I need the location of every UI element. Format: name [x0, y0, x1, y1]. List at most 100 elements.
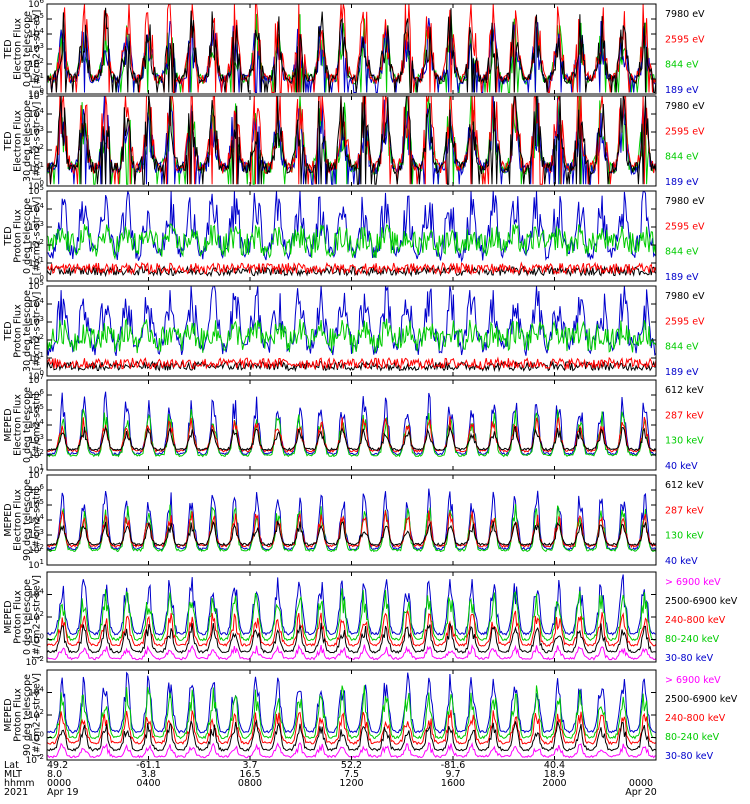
y-tick-label: 102	[28, 448, 44, 461]
y-axis-label: MEPEDProton Flux90 deg telescope[#/cm2-s…	[3, 673, 43, 757]
series-612-kev	[47, 520, 656, 547]
y-tick-label: 103	[28, 528, 44, 541]
y-tick-label: 101	[28, 161, 44, 174]
y-tick-label: 10-2	[26, 753, 44, 766]
series-2595-ev	[47, 4, 656, 93]
y-tick-label: 101	[28, 72, 44, 85]
y-tick-label: 105	[28, 279, 44, 292]
x-col-value: 40.4	[544, 760, 565, 771]
x-col-value: -61.1	[136, 760, 161, 771]
legend-entry: 189 eV	[665, 367, 699, 378]
x-col-value: 3.7	[242, 760, 257, 771]
legend-entry: > 6900 keV	[665, 577, 721, 588]
series-240-800-kev	[47, 709, 656, 746]
y-tick-label: 104	[28, 107, 44, 120]
series-40-kev	[47, 488, 656, 551]
x-col-value: -81.6	[441, 760, 466, 771]
y-tick-label: 100	[28, 731, 44, 744]
x-col-value: 1600	[441, 778, 465, 789]
legend-entry: 844 eV	[665, 247, 699, 258]
panel-2-series	[47, 96, 656, 185]
y-tick-label: 102	[28, 57, 44, 70]
y-tick-label: 102	[28, 543, 44, 556]
y-tick-label: 102	[28, 333, 44, 346]
x-col-value: 16.5	[239, 769, 260, 780]
y-tick-label: 105	[28, 89, 44, 102]
series-30-80-kev	[47, 574, 656, 636]
legend-entry: 287 keV	[665, 410, 704, 421]
x-row-label: 2021	[4, 787, 28, 798]
series-240-800-kev	[47, 610, 656, 647]
legend-entry: 240-800 keV	[665, 713, 726, 724]
y-axis-label: TEDElectron Flux30 deg telescope[#/cm2-s…	[3, 100, 43, 182]
x-col-value: 7.5	[344, 769, 359, 780]
legend-entry: 2595 eV	[665, 34, 705, 45]
legend-entry: 130 keV	[665, 436, 704, 447]
x-col-value: 3.8	[141, 769, 156, 780]
y-tick-label: 103	[28, 42, 44, 55]
x-col-value: 0400	[136, 778, 160, 789]
y-tick-label: 107	[28, 373, 44, 386]
legend-entry: 7980 eV	[665, 196, 705, 207]
legend-entry: 80-240 keV	[665, 634, 720, 645]
x-col-value: 18.9	[544, 769, 565, 780]
y-tick-label: 105	[28, 184, 44, 197]
y-axis-label: TEDProton Flux0 deg telescope[#/cm2-s-st…	[3, 197, 43, 276]
panel-frame	[46, 669, 657, 761]
y-tick-label: 103	[28, 125, 44, 138]
series-7980-ev	[47, 360, 656, 373]
legend-entry: 40 keV	[665, 461, 698, 472]
series-287-kev	[47, 509, 656, 549]
y-tick-label: 100	[28, 369, 44, 382]
legend-entry: 7980 eV	[665, 101, 705, 112]
y-tick-label: 105	[28, 12, 44, 25]
y-tick-label: 105	[28, 403, 44, 416]
legend-entry: 189 eV	[665, 177, 699, 188]
y-tick-label: 105	[28, 498, 44, 511]
y-tick-label: 101	[28, 351, 44, 364]
y-tick-label: 107	[28, 468, 44, 481]
y-tick-label: 103	[28, 315, 44, 328]
x-row-label: MLT	[4, 769, 22, 780]
panel-1-series	[47, 4, 656, 93]
y-tick-label: 102	[28, 238, 44, 251]
y-tick-label: 104	[28, 418, 44, 431]
y-tick-label: 101	[28, 558, 44, 571]
y-tick-label: 104	[28, 513, 44, 526]
x-col-value: Apr 19	[47, 787, 79, 798]
x-row-label: Lat	[4, 760, 19, 771]
x-col-value: 1200	[339, 778, 363, 789]
panel-6-series	[47, 488, 656, 553]
y-axis-label: MEPEDElectron Flux90 deg telescope[#/cm2…	[3, 479, 43, 561]
legend-entry: 189 eV	[665, 272, 699, 283]
series-844-ev	[47, 223, 656, 261]
panel-frame	[46, 190, 657, 282]
y-tick-label: 104	[28, 686, 44, 699]
y-tick-label: 102	[28, 708, 44, 721]
y-tick-label: 102	[28, 143, 44, 156]
y-tick-label: 106	[28, 388, 44, 401]
legend-entry: 2595 eV	[665, 316, 705, 327]
legend-entry: 130 keV	[665, 531, 704, 542]
series-30-80-kev	[47, 671, 656, 734]
series-2500-6900-kev	[47, 622, 656, 654]
series-189-ev	[47, 286, 656, 357]
y-tick-label: 104	[28, 27, 44, 40]
series-189-ev	[47, 18, 656, 93]
y-tick-label: 104	[28, 297, 44, 310]
y-tick-label: 10-2	[26, 655, 44, 668]
legend-entry: 240-800 keV	[665, 615, 726, 626]
legend-entry: 844 eV	[665, 342, 699, 353]
legend-entry: 7980 eV	[665, 291, 705, 302]
y-tick-label: 103	[28, 220, 44, 233]
legend-entry: 80-240 keV	[665, 732, 720, 743]
y-tick-label: 106	[28, 483, 44, 496]
